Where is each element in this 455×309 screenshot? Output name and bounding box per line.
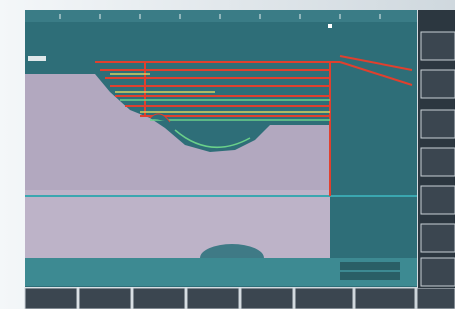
status-box xyxy=(340,272,400,280)
tail-area xyxy=(330,200,417,258)
side-softkey[interactable] xyxy=(421,224,455,252)
softkey[interactable] xyxy=(417,288,455,309)
workpiece-lower xyxy=(25,190,330,258)
softkey[interactable] xyxy=(295,288,353,309)
softkey[interactable] xyxy=(25,288,77,309)
side-softkey[interactable] xyxy=(421,148,455,176)
page: (() => { const data = JSON.parse(documen… xyxy=(0,0,455,309)
side-softkey[interactable] xyxy=(421,32,455,60)
side-softkeys xyxy=(421,32,455,286)
softkey[interactable] xyxy=(79,288,131,309)
side-softkey[interactable] xyxy=(421,258,455,286)
softkey[interactable] xyxy=(187,288,239,309)
status-box xyxy=(340,262,400,270)
softkey[interactable] xyxy=(355,288,415,309)
softkey[interactable] xyxy=(133,288,185,309)
cursor-marker xyxy=(328,24,332,28)
softkey[interactable] xyxy=(241,288,293,309)
side-softkey[interactable] xyxy=(421,186,455,214)
origin-marker xyxy=(28,56,46,61)
side-softkey[interactable] xyxy=(421,110,455,138)
side-softkey[interactable] xyxy=(421,70,455,98)
cnc-simulation-screen xyxy=(0,0,455,309)
ruler-strip xyxy=(25,10,417,22)
